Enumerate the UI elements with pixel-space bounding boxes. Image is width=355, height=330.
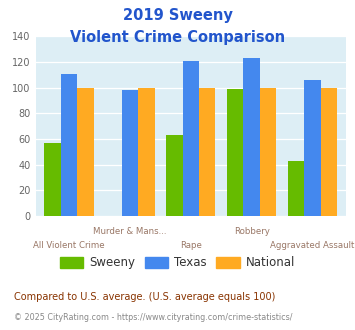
Text: © 2025 CityRating.com - https://www.cityrating.com/crime-statistics/: © 2025 CityRating.com - https://www.city… — [14, 313, 293, 322]
Bar — [77, 88, 94, 216]
Text: Aggravated Assault: Aggravated Assault — [271, 241, 355, 250]
Text: All Violent Crime: All Violent Crime — [33, 241, 105, 250]
Text: Robbery: Robbery — [234, 227, 270, 236]
Bar — [288, 161, 304, 216]
Bar — [44, 143, 61, 216]
Bar — [138, 88, 154, 216]
Bar — [122, 90, 138, 216]
Text: 2019 Sweeny: 2019 Sweeny — [122, 8, 233, 23]
Legend: Sweeny, Texas, National: Sweeny, Texas, National — [55, 252, 300, 274]
Bar — [244, 58, 260, 216]
Text: Murder & Mans...: Murder & Mans... — [93, 227, 166, 236]
Bar — [199, 88, 215, 216]
Text: Violent Crime Comparison: Violent Crime Comparison — [70, 30, 285, 45]
Bar — [182, 61, 199, 216]
Text: Compared to U.S. average. (U.S. average equals 100): Compared to U.S. average. (U.S. average … — [14, 292, 275, 302]
Bar — [304, 80, 321, 216]
Bar — [321, 88, 337, 216]
Bar — [227, 89, 244, 216]
Bar — [260, 88, 277, 216]
Bar — [166, 135, 182, 216]
Text: Rape: Rape — [180, 241, 202, 250]
Bar — [61, 74, 77, 216]
